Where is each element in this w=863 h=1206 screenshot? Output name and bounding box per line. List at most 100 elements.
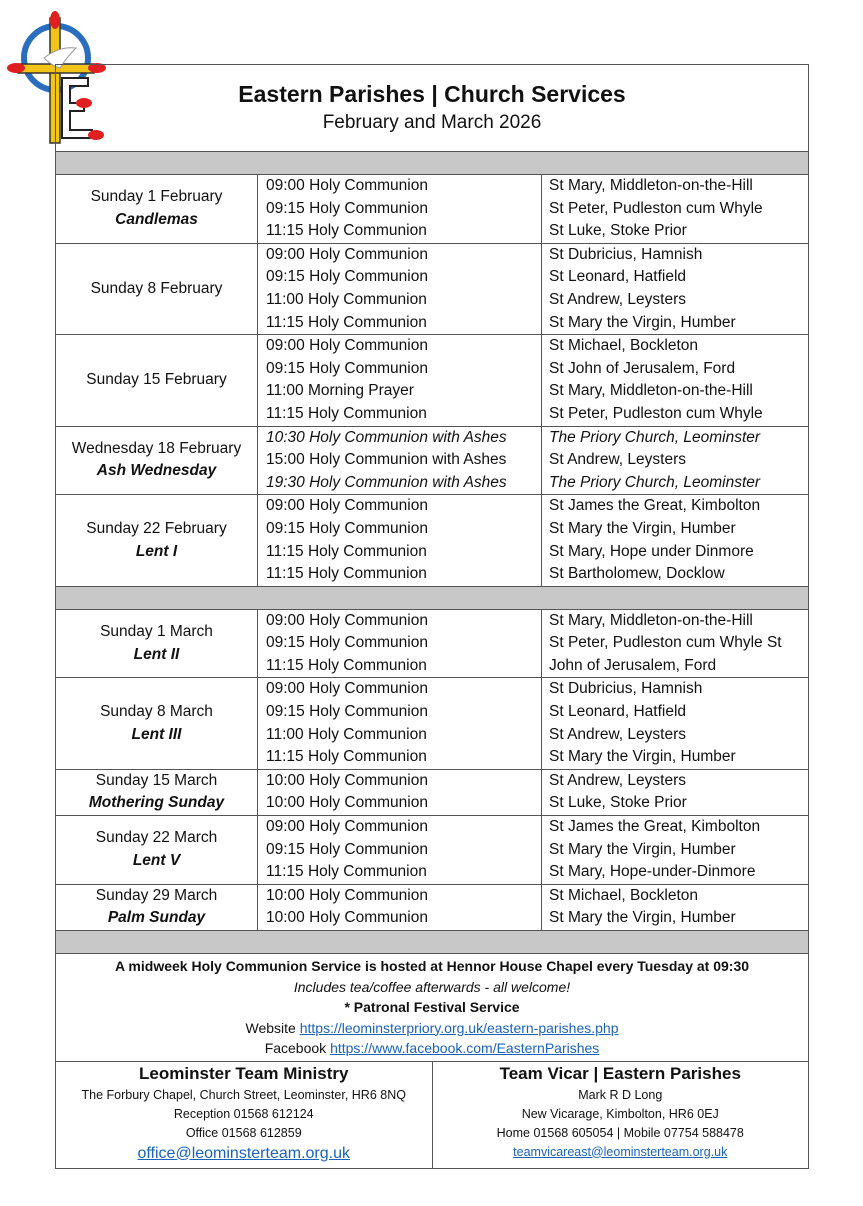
day-cell: Sunday 1 March Lent II	[56, 609, 258, 678]
service-time: 09:00 Holy Communion	[266, 497, 428, 515]
day-date: Sunday 15 March	[95, 771, 218, 789]
service-location: John of Jerusalem, Ford	[549, 656, 717, 674]
section-divider	[56, 931, 808, 954]
day-cell: Wednesday 18 February Ash Wednesday	[56, 426, 258, 495]
service-time: 10:00 Holy Communion	[266, 886, 428, 904]
team-ministry-contact: Leominster Team Ministry The Forbury Cha…	[56, 1061, 433, 1168]
service-time: 09:15 Holy Communion	[266, 519, 428, 537]
service-location: St Michael, Bockleton	[549, 886, 699, 904]
liturgical-label: Palm Sunday	[107, 909, 206, 927]
service-time: 10:00 Holy Communion	[266, 771, 428, 789]
service-location: St Mary, Middleton-on-the-Hill	[549, 382, 753, 400]
page-subtitle: February and March 2026	[322, 112, 542, 133]
services-cell: 09:00 Holy Communion 09:15 Holy Communion…	[258, 816, 542, 884]
places-cell: St Dubricius, Hamnish St Leonard, Hatfiel…	[542, 678, 808, 768]
places-cell: St Mary, Middleton-on-the-Hill St Peter, …	[542, 175, 808, 243]
liturgical-label: Candlemas	[115, 210, 198, 228]
vicar-phones: Home 01568 605054 | Mobile 07754 588478	[496, 1125, 744, 1140]
services-cell: 09:00 Holy Communion 09:15 Holy Communion…	[258, 495, 542, 586]
service-time: 19:30 Holy Communion with Ashes	[266, 473, 507, 491]
day-date: Sunday 22 March	[95, 829, 218, 847]
service-time: 11:00 Holy Communion	[266, 725, 427, 743]
services-cell: 09:00 Holy Communion 09:15 Holy Communion…	[258, 678, 542, 769]
service-location: St Mary the Virgin, Humber	[549, 313, 736, 331]
website-link[interactable]: https://leominsterpriory.org.uk/eastern-…	[299, 1019, 619, 1036]
day-cell: Sunday 1 February Candlemas	[56, 175, 258, 243]
patronal-note: * Patronal Festival Service	[344, 999, 520, 1015]
website-line: Website https://leominsterpriory.org.uk/…	[56, 1018, 808, 1039]
service-location: St Andrew, Leysters	[549, 771, 686, 789]
website-label: Website	[245, 1019, 296, 1036]
day-cell: Sunday 8 February	[56, 243, 258, 335]
team-vicar-title: Team Vicar | Eastern Parishes	[499, 1063, 741, 1083]
day-row: Sunday 8 February 09:00 Holy Communion 09:…	[56, 243, 808, 336]
service-time: 09:15 Holy Communion	[266, 703, 428, 721]
services-cell: 09:00 Holy Communion 09:15 Holy Communion…	[258, 243, 542, 335]
service-location: St Mary the Virgin, Humber	[549, 909, 736, 927]
day-date: Sunday 29 March	[95, 886, 218, 904]
service-time: 09:00 Holy Communion	[266, 177, 428, 194]
day-date: Sunday 22 February	[86, 520, 227, 537]
service-time: 09:00 Holy Communion	[266, 611, 428, 629]
day-cell: Sunday 22 February Lent I	[56, 495, 258, 586]
liturgical-label: Lent V	[132, 851, 181, 869]
places-cell: St James the Great, Kimbolton St Mary the…	[542, 816, 808, 884]
section-divider	[56, 152, 808, 175]
service-location: St Mary, Middleton-on-the-Hill	[549, 611, 753, 629]
day-date: Sunday 8 February	[90, 279, 223, 297]
day-row: Sunday 8 March Lent III 09:00 Holy Communi…	[56, 678, 808, 770]
office-email-link[interactable]: office@leominsterteam.org.uk	[137, 1144, 350, 1162]
parish-logo-icon	[7, 11, 106, 144]
service-location: St Peter, Pudleston cum Whyle	[549, 199, 763, 217]
service-location: St Luke, Stoke Prior	[549, 794, 687, 812]
day-row: Sunday 15 February 09:00 Holy Communion 09…	[56, 335, 808, 427]
page-title: Eastern Parishes | Church Services	[238, 81, 626, 107]
vicar-email-link[interactable]: teamvicareast@leominsterteam.org.uk	[513, 1144, 728, 1159]
day-cell: Sunday 8 March Lent III	[56, 678, 258, 769]
service-location: St Dubricius, Hamnish	[549, 680, 703, 698]
service-time: 11:15 Holy Communion	[266, 748, 427, 766]
day-row: Sunday 15 March Mothering Sunday 10:00 Hol…	[56, 769, 808, 817]
service-time: 09:15 Holy Communion	[266, 359, 428, 377]
service-location: The Priory Church, Leominster	[549, 428, 761, 446]
service-location: St Mary, Hope-under-Dinmore	[549, 863, 756, 881]
day-row: Sunday 1 February Candlemas 09:00 Holy Com…	[56, 175, 808, 244]
facebook-label: Facebook	[264, 1040, 327, 1056]
day-date: Sunday 15 February	[86, 371, 227, 389]
office-phone: Office 01568 612859	[185, 1125, 302, 1140]
places-cell: St Andrew, Leysters St Luke, Stoke Prior	[542, 770, 808, 815]
reception-phone: Reception 01568 612124	[173, 1106, 314, 1121]
service-location: St James the Great, Kimbolton	[549, 497, 761, 515]
service-location: St Peter, Pudleston cum Whyle St	[549, 634, 782, 652]
liturgical-label: Lent I	[135, 542, 178, 560]
service-location: St Mary the Virgin, Humber	[549, 519, 736, 537]
day-date: Sunday 8 March	[100, 703, 213, 721]
service-time: 11:15 Holy Communion	[266, 313, 427, 331]
services-cell: 10:30 Holy Communion with Ashes 15:00 Hol…	[258, 426, 542, 495]
services-cell: 09:00 Holy Communion 09:15 Holy Communion…	[258, 175, 542, 243]
service-location: St Andrew, Leysters	[549, 290, 686, 308]
places-cell: St Mary, Middleton-on-the-Hill St Peter, …	[542, 610, 808, 678]
day-cell: Sunday 15 February	[56, 335, 258, 426]
service-location: St Dubricius, Hamnish	[549, 245, 703, 263]
service-time: 09:00 Holy Communion	[266, 245, 428, 263]
service-time: 11:15 Holy Communion	[266, 404, 427, 422]
facebook-link[interactable]: https://www.facebook.com/EasternParishes	[330, 1040, 600, 1056]
service-time: 11:15 Holy Communion	[266, 863, 427, 881]
places-cell: St Michael, Bockleton St Mary the Virgin,…	[542, 885, 808, 930]
service-location: St Mary the Virgin, Humber	[549, 748, 736, 766]
places-cell: St Michael, Bockleton St John of Jerusale…	[542, 335, 808, 425]
service-location: St Leonard, Hatfield	[549, 703, 687, 721]
header: Eastern Parishes | Church Services Febru…	[56, 65, 808, 152]
places-cell: The Priory Church, Leominster St Andrew, …	[542, 427, 808, 495]
day-row: Sunday 1 March Lent II 09:00 Holy Communio…	[56, 609, 808, 679]
service-time: 11:00 Morning Prayer	[266, 382, 414, 400]
service-time: 11:15 Holy Communion	[266, 542, 427, 560]
liturgical-label: Mothering Sunday	[88, 794, 225, 812]
day-date: Sunday 1 February	[90, 188, 223, 206]
day-row: Wednesday 18 February Ash Wednesday 10:30 …	[56, 426, 808, 496]
liturgical-label: Lent II	[133, 645, 180, 663]
places-cell: St James the Great, Kimbolton St Mary the…	[542, 495, 808, 585]
liturgical-label: Lent III	[131, 725, 182, 743]
service-time: 09:00 Holy Communion	[266, 818, 428, 836]
